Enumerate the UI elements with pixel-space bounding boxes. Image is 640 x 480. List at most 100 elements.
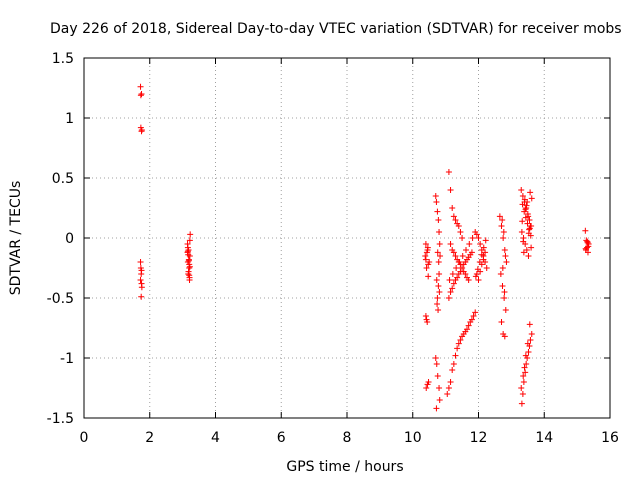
data-point bbox=[454, 274, 461, 281]
x-tick-label: 2 bbox=[145, 430, 154, 446]
data-point bbox=[138, 91, 145, 97]
data-point bbox=[465, 322, 472, 329]
x-tick-label: 6 bbox=[277, 430, 286, 446]
data-point bbox=[423, 265, 430, 271]
x-tick-label: 4 bbox=[211, 430, 220, 446]
data-point bbox=[463, 326, 470, 333]
data-point bbox=[449, 285, 456, 292]
data-point bbox=[522, 352, 529, 359]
data-point bbox=[527, 189, 534, 196]
data-point bbox=[501, 295, 508, 301]
x-tick-label: 0 bbox=[80, 430, 89, 446]
data-point bbox=[470, 313, 477, 319]
data-point bbox=[138, 293, 145, 300]
data-point bbox=[453, 265, 460, 271]
data-point bbox=[522, 206, 529, 213]
data-point bbox=[434, 249, 441, 256]
data-point bbox=[524, 199, 531, 205]
data-point bbox=[433, 405, 440, 412]
data-point bbox=[435, 283, 442, 289]
data-point bbox=[518, 187, 525, 193]
data-point bbox=[468, 249, 475, 256]
data-point bbox=[432, 193, 439, 199]
y-axis-label: SDTVAR / TECUs bbox=[8, 181, 24, 296]
data-point bbox=[445, 295, 452, 301]
data-point bbox=[475, 277, 482, 283]
data-point bbox=[501, 289, 508, 295]
data-points bbox=[137, 83, 592, 412]
data-point bbox=[436, 397, 443, 403]
x-tick-label: 16 bbox=[601, 430, 619, 446]
data-point bbox=[445, 169, 452, 175]
data-point bbox=[523, 361, 530, 367]
data-point bbox=[137, 277, 144, 283]
data-point bbox=[526, 217, 533, 223]
data-point bbox=[525, 213, 532, 220]
data-point bbox=[432, 355, 439, 361]
data-point bbox=[457, 337, 464, 343]
data-point bbox=[456, 259, 463, 265]
data-point bbox=[520, 249, 527, 256]
data-point bbox=[519, 218, 526, 225]
data-point bbox=[184, 248, 191, 255]
data-point bbox=[447, 289, 454, 295]
data-point bbox=[520, 238, 527, 245]
data-point bbox=[502, 253, 509, 259]
data-point bbox=[137, 259, 144, 265]
data-point bbox=[525, 349, 532, 355]
data-point bbox=[498, 223, 505, 229]
data-point bbox=[459, 235, 466, 241]
data-point bbox=[527, 223, 534, 229]
data-point bbox=[450, 249, 457, 256]
data-point bbox=[447, 187, 454, 193]
data-point bbox=[186, 272, 193, 279]
data-point bbox=[518, 229, 525, 235]
data-point bbox=[138, 280, 145, 287]
data-point bbox=[424, 381, 431, 388]
data-point bbox=[435, 307, 442, 313]
data-point bbox=[465, 277, 472, 283]
data-point bbox=[528, 331, 535, 337]
data-point bbox=[499, 265, 506, 271]
data-point bbox=[422, 313, 429, 319]
tick-labels: 0 2 4 6 8 10 12 14 16 -1.5 -1 -0.5 0 0.5 1 1.5 bbox=[47, 51, 619, 446]
data-point bbox=[437, 253, 444, 259]
data-point bbox=[435, 259, 442, 265]
data-point bbox=[433, 277, 440, 283]
data-point bbox=[436, 229, 443, 235]
data-point bbox=[482, 249, 489, 256]
data-point bbox=[455, 223, 462, 229]
data-point bbox=[469, 235, 476, 241]
data-point bbox=[473, 231, 480, 238]
data-point bbox=[185, 268, 192, 275]
data-point bbox=[449, 271, 456, 277]
data-point bbox=[452, 253, 459, 259]
data-point bbox=[423, 316, 430, 323]
data-point bbox=[482, 237, 489, 244]
data-point bbox=[447, 241, 454, 247]
data-point bbox=[523, 202, 530, 209]
data-point bbox=[525, 253, 532, 259]
data-point bbox=[522, 369, 529, 376]
data-point bbox=[422, 253, 429, 259]
data-point bbox=[436, 241, 443, 247]
data-point bbox=[186, 263, 193, 270]
x-axis-label: GPS time / hours bbox=[286, 459, 403, 475]
data-point bbox=[524, 340, 531, 347]
data-point bbox=[450, 280, 457, 287]
data-point bbox=[452, 352, 459, 359]
data-point bbox=[475, 235, 482, 241]
data-point bbox=[582, 245, 589, 252]
data-point bbox=[185, 257, 192, 264]
data-point bbox=[434, 295, 441, 301]
data-point bbox=[444, 391, 451, 397]
data-point bbox=[519, 391, 526, 397]
data-point bbox=[423, 385, 430, 391]
data-point bbox=[498, 319, 505, 325]
data-point bbox=[501, 333, 508, 340]
data-point bbox=[445, 385, 452, 391]
data-point bbox=[496, 213, 503, 220]
x-tick-label: 14 bbox=[535, 430, 553, 446]
data-point bbox=[480, 256, 487, 263]
